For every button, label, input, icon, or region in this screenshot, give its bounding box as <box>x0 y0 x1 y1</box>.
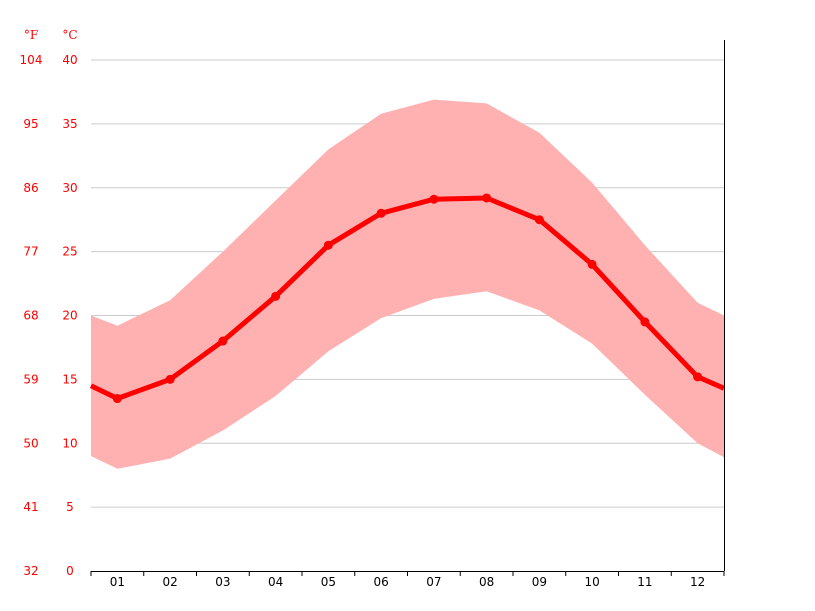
x-tick-label-10: 10 <box>584 575 599 589</box>
y-tick-label-celsius: 30 <box>62 181 77 195</box>
x-tick-label-01: 01 <box>110 575 125 589</box>
y-tick-label-fahrenheit: 95 <box>23 117 38 131</box>
mean-point-03 <box>218 336 228 346</box>
y-tick-label-fahrenheit: 50 <box>23 436 38 450</box>
mean-point-09 <box>534 215 544 225</box>
x-tick-labels: 01 02 03 04 05 06 07 08 09 10 11 12 <box>110 575 706 589</box>
axes <box>90 40 725 576</box>
y-tick-label-celsius: 25 <box>62 245 77 259</box>
y-tick-label-celsius: 20 <box>62 309 77 323</box>
y-tick-label-celsius: 0 <box>66 564 74 578</box>
mean-point-12 <box>693 372 703 382</box>
mean-point-04 <box>271 291 281 301</box>
y-tick-labels: 32 0 41 5 50 10 59 15 68 20 77 25 86 30 95 35 104 40 <box>20 53 78 578</box>
y-tick-label-fahrenheit: 77 <box>23 245 38 259</box>
unit-label-celsius: °C <box>62 28 77 42</box>
x-tick-label-06: 06 <box>373 575 388 589</box>
mean-temperature-points <box>112 193 703 404</box>
y-tick-label-fahrenheit: 59 <box>23 372 38 386</box>
y-tick-label-fahrenheit: 104 <box>20 53 43 67</box>
mean-point-06 <box>376 208 386 218</box>
y-tick-label-celsius: 15 <box>62 372 77 386</box>
y-tick-label-celsius: 35 <box>62 117 77 131</box>
y-tick-label-fahrenheit: 68 <box>23 309 38 323</box>
unit-label-fahrenheit: °F <box>24 28 38 42</box>
x-tick-label-05: 05 <box>321 575 336 589</box>
x-tick-label-04: 04 <box>268 575 283 589</box>
x-tick-label-07: 07 <box>426 575 441 589</box>
y-tick-label-celsius: 40 <box>62 53 77 67</box>
mean-point-10 <box>587 259 597 269</box>
mean-point-01 <box>112 394 122 404</box>
y-tick-label-celsius: 10 <box>62 436 77 450</box>
y-tick-label-fahrenheit: 86 <box>23 181 38 195</box>
x-tick-label-02: 02 <box>162 575 177 589</box>
temperature-range-band <box>91 99 724 469</box>
x-tick-label-03: 03 <box>215 575 230 589</box>
x-tick-label-08: 08 <box>479 575 494 589</box>
mean-point-02 <box>165 374 175 384</box>
mean-point-08 <box>482 193 492 203</box>
x-tick-label-09: 09 <box>532 575 547 589</box>
x-tick-label-11: 11 <box>637 575 652 589</box>
mean-point-07 <box>429 194 439 204</box>
mean-point-11 <box>640 317 650 327</box>
y-tick-label-fahrenheit: 41 <box>23 500 38 514</box>
x-tick-label-12: 12 <box>690 575 705 589</box>
y-tick-label-fahrenheit: 32 <box>23 564 38 578</box>
mean-point-05 <box>323 240 333 250</box>
y-tick-label-celsius: 5 <box>66 500 74 514</box>
mean-temperature-line <box>89 195 725 401</box>
